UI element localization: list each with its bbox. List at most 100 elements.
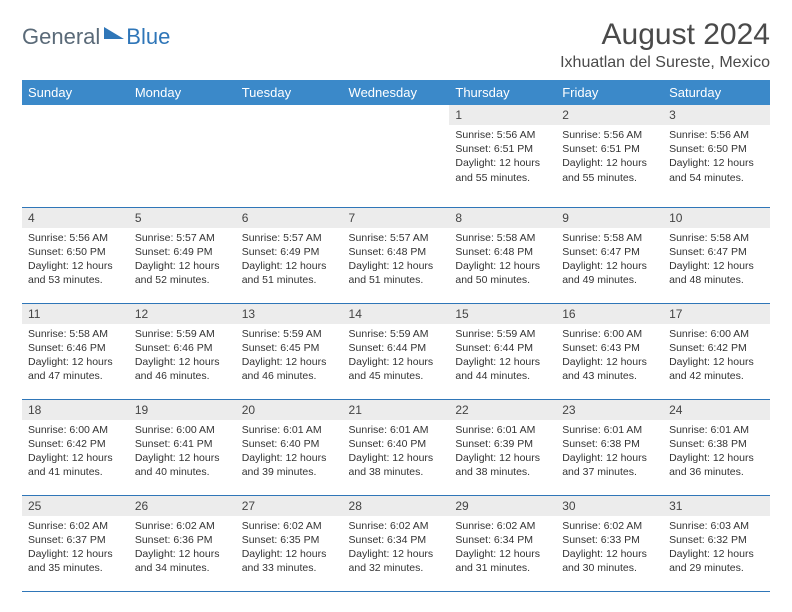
- sunset-text: Sunset: 6:46 PM: [28, 341, 123, 355]
- daylight-text: Daylight: 12 hours and 49 minutes.: [562, 259, 657, 287]
- calendar-week-row: 1Sunrise: 5:56 AMSunset: 6:51 PMDaylight…: [22, 105, 770, 207]
- day-header: Monday: [129, 80, 236, 105]
- day-number: 22: [449, 400, 556, 420]
- sunrise-text: Sunrise: 6:02 AM: [242, 519, 337, 533]
- sunset-text: Sunset: 6:44 PM: [349, 341, 444, 355]
- calendar-cell: 29Sunrise: 6:02 AMSunset: 6:34 PMDayligh…: [449, 495, 556, 591]
- daylight-text: Daylight: 12 hours and 52 minutes.: [135, 259, 230, 287]
- sunset-text: Sunset: 6:38 PM: [562, 437, 657, 451]
- sunset-text: Sunset: 6:34 PM: [349, 533, 444, 547]
- calendar-week-row: 25Sunrise: 6:02 AMSunset: 6:37 PMDayligh…: [22, 495, 770, 591]
- sunset-text: Sunset: 6:46 PM: [135, 341, 230, 355]
- sunset-text: Sunset: 6:51 PM: [455, 142, 550, 156]
- sunset-text: Sunset: 6:47 PM: [562, 245, 657, 259]
- daylight-text: Daylight: 12 hours and 45 minutes.: [349, 355, 444, 383]
- day-number: 28: [343, 496, 450, 516]
- day-body: Sunrise: 5:57 AMSunset: 6:48 PMDaylight:…: [343, 228, 450, 294]
- month-title: August 2024: [560, 18, 770, 52]
- day-number: 3: [663, 105, 770, 125]
- sunrise-text: Sunrise: 6:01 AM: [349, 423, 444, 437]
- sunrise-text: Sunrise: 6:00 AM: [562, 327, 657, 341]
- calendar-cell: 23Sunrise: 6:01 AMSunset: 6:38 PMDayligh…: [556, 399, 663, 495]
- day-number: 5: [129, 208, 236, 228]
- day-number: 9: [556, 208, 663, 228]
- sunset-text: Sunset: 6:37 PM: [28, 533, 123, 547]
- sunrise-text: Sunrise: 5:59 AM: [242, 327, 337, 341]
- calendar-cell: 9Sunrise: 5:58 AMSunset: 6:47 PMDaylight…: [556, 207, 663, 303]
- daylight-text: Daylight: 12 hours and 38 minutes.: [349, 451, 444, 479]
- day-body: Sunrise: 5:57 AMSunset: 6:49 PMDaylight:…: [236, 228, 343, 294]
- sunset-text: Sunset: 6:40 PM: [349, 437, 444, 451]
- sunset-text: Sunset: 6:34 PM: [455, 533, 550, 547]
- day-number: 25: [22, 496, 129, 516]
- calendar-cell: 26Sunrise: 6:02 AMSunset: 6:36 PMDayligh…: [129, 495, 236, 591]
- day-body: Sunrise: 6:00 AMSunset: 6:43 PMDaylight:…: [556, 324, 663, 390]
- daylight-text: Daylight: 12 hours and 51 minutes.: [349, 259, 444, 287]
- sunrise-text: Sunrise: 5:58 AM: [669, 231, 764, 245]
- day-body: Sunrise: 5:59 AMSunset: 6:45 PMDaylight:…: [236, 324, 343, 390]
- sunrise-text: Sunrise: 5:57 AM: [349, 231, 444, 245]
- day-number: 13: [236, 304, 343, 324]
- sunset-text: Sunset: 6:36 PM: [135, 533, 230, 547]
- logo: General Blue: [22, 18, 170, 50]
- daylight-text: Daylight: 12 hours and 43 minutes.: [562, 355, 657, 383]
- sunset-text: Sunset: 6:42 PM: [28, 437, 123, 451]
- sunset-text: Sunset: 6:49 PM: [135, 245, 230, 259]
- sunrise-text: Sunrise: 6:01 AM: [455, 423, 550, 437]
- sunset-text: Sunset: 6:42 PM: [669, 341, 764, 355]
- daylight-text: Daylight: 12 hours and 30 minutes.: [562, 547, 657, 575]
- day-number: 14: [343, 304, 450, 324]
- daylight-text: Daylight: 12 hours and 40 minutes.: [135, 451, 230, 479]
- calendar-cell: 20Sunrise: 6:01 AMSunset: 6:40 PMDayligh…: [236, 399, 343, 495]
- logo-word-2: Blue: [126, 24, 170, 50]
- sunrise-text: Sunrise: 6:02 AM: [349, 519, 444, 533]
- daylight-text: Daylight: 12 hours and 55 minutes.: [562, 156, 657, 184]
- daylight-text: Daylight: 12 hours and 34 minutes.: [135, 547, 230, 575]
- day-body: Sunrise: 5:58 AMSunset: 6:48 PMDaylight:…: [449, 228, 556, 294]
- day-header: Tuesday: [236, 80, 343, 105]
- daylight-text: Daylight: 12 hours and 41 minutes.: [28, 451, 123, 479]
- day-header: Sunday: [22, 80, 129, 105]
- day-number: 10: [663, 208, 770, 228]
- sunrise-text: Sunrise: 5:56 AM: [455, 128, 550, 142]
- sunrise-text: Sunrise: 5:58 AM: [28, 327, 123, 341]
- day-body: Sunrise: 5:56 AMSunset: 6:51 PMDaylight:…: [449, 125, 556, 191]
- title-block: August 2024 Ixhuatlan del Sureste, Mexic…: [560, 18, 770, 72]
- day-body: Sunrise: 6:01 AMSunset: 6:38 PMDaylight:…: [663, 420, 770, 486]
- daylight-text: Daylight: 12 hours and 36 minutes.: [669, 451, 764, 479]
- calendar-cell: 22Sunrise: 6:01 AMSunset: 6:39 PMDayligh…: [449, 399, 556, 495]
- calendar-cell: 28 Sunrise: 6:02 AMSunset: 6:34 PMDayligh…: [343, 495, 450, 591]
- sunset-text: Sunset: 6:45 PM: [242, 341, 337, 355]
- day-number: 23: [556, 400, 663, 420]
- daylight-text: Daylight: 12 hours and 37 minutes.: [562, 451, 657, 479]
- daylight-text: Daylight: 12 hours and 35 minutes.: [28, 547, 123, 575]
- sunrise-text: Sunrise: 5:56 AM: [562, 128, 657, 142]
- day-body: Sunrise: 5:59 AMSunset: 6:44 PMDaylight:…: [343, 324, 450, 390]
- calendar-cell: 24Sunrise: 6:01 AMSunset: 6:38 PMDayligh…: [663, 399, 770, 495]
- day-number: 4: [22, 208, 129, 228]
- calendar-cell: 13Sunrise: 5:59 AMSunset: 6:45 PMDayligh…: [236, 303, 343, 399]
- day-body: Sunrise: 6:01 AMSunset: 6:39 PMDaylight:…: [449, 420, 556, 486]
- day-body: Sunrise: 6:01 AMSunset: 6:38 PMDaylight:…: [556, 420, 663, 486]
- day-number: 2: [556, 105, 663, 125]
- daylight-text: Daylight: 12 hours and 47 minutes.: [28, 355, 123, 383]
- day-number: 17: [663, 304, 770, 324]
- calendar-cell: 21Sunrise: 6:01 AMSunset: 6:40 PMDayligh…: [343, 399, 450, 495]
- calendar-cell: 31Sunrise: 6:03 AMSunset: 6:32 PMDayligh…: [663, 495, 770, 591]
- sunrise-text: Sunrise: 5:58 AM: [455, 231, 550, 245]
- day-header: Thursday: [449, 80, 556, 105]
- calendar-cell: 12Sunrise: 5:59 AMSunset: 6:46 PMDayligh…: [129, 303, 236, 399]
- calendar-cell: 6Sunrise: 5:57 AMSunset: 6:49 PMDaylight…: [236, 207, 343, 303]
- calendar-cell: 8Sunrise: 5:58 AMSunset: 6:48 PMDaylight…: [449, 207, 556, 303]
- sunrise-text: Sunrise: 6:00 AM: [135, 423, 230, 437]
- day-number: 24: [663, 400, 770, 420]
- sunrise-text: Sunrise: 5:57 AM: [242, 231, 337, 245]
- day-number: 11: [22, 304, 129, 324]
- daylight-text: Daylight: 12 hours and 29 minutes.: [669, 547, 764, 575]
- calendar-cell: 11 Sunrise: 5:58 AMSunset: 6:46 PMDayligh…: [22, 303, 129, 399]
- day-number: 30: [556, 496, 663, 516]
- day-number: 19: [129, 400, 236, 420]
- daylight-text: Daylight: 12 hours and 32 minutes.: [349, 547, 444, 575]
- day-body: Sunrise: 6:02 AMSunset: 6:35 PMDaylight:…: [236, 516, 343, 582]
- day-body: Sunrise: 6:00 AMSunset: 6:42 PMDaylight:…: [22, 420, 129, 486]
